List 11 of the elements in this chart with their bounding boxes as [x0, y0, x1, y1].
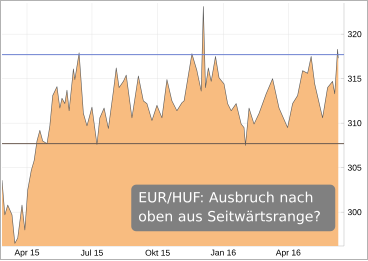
x-tick-label: Okt 15 [146, 250, 170, 256]
y-tick-label: 310 [348, 120, 362, 126]
annotation: EUR/HUF: Ausbruch nach oben aus Seitwärtsrange? [139, 192, 320, 224]
y-tick-label: 320 [348, 31, 362, 38]
x-tick-label: Jan 16 [210, 250, 236, 256]
y-tick-label: 300 [348, 209, 362, 216]
y-tick-label: 315 [348, 76, 362, 82]
y-tick-label: 305 [348, 164, 362, 171]
x-tick-label: Jul 15 [80, 250, 103, 256]
x-tick-label: Apr 15 [14, 250, 40, 258]
x-tick-label: Apr 16 [276, 250, 300, 258]
